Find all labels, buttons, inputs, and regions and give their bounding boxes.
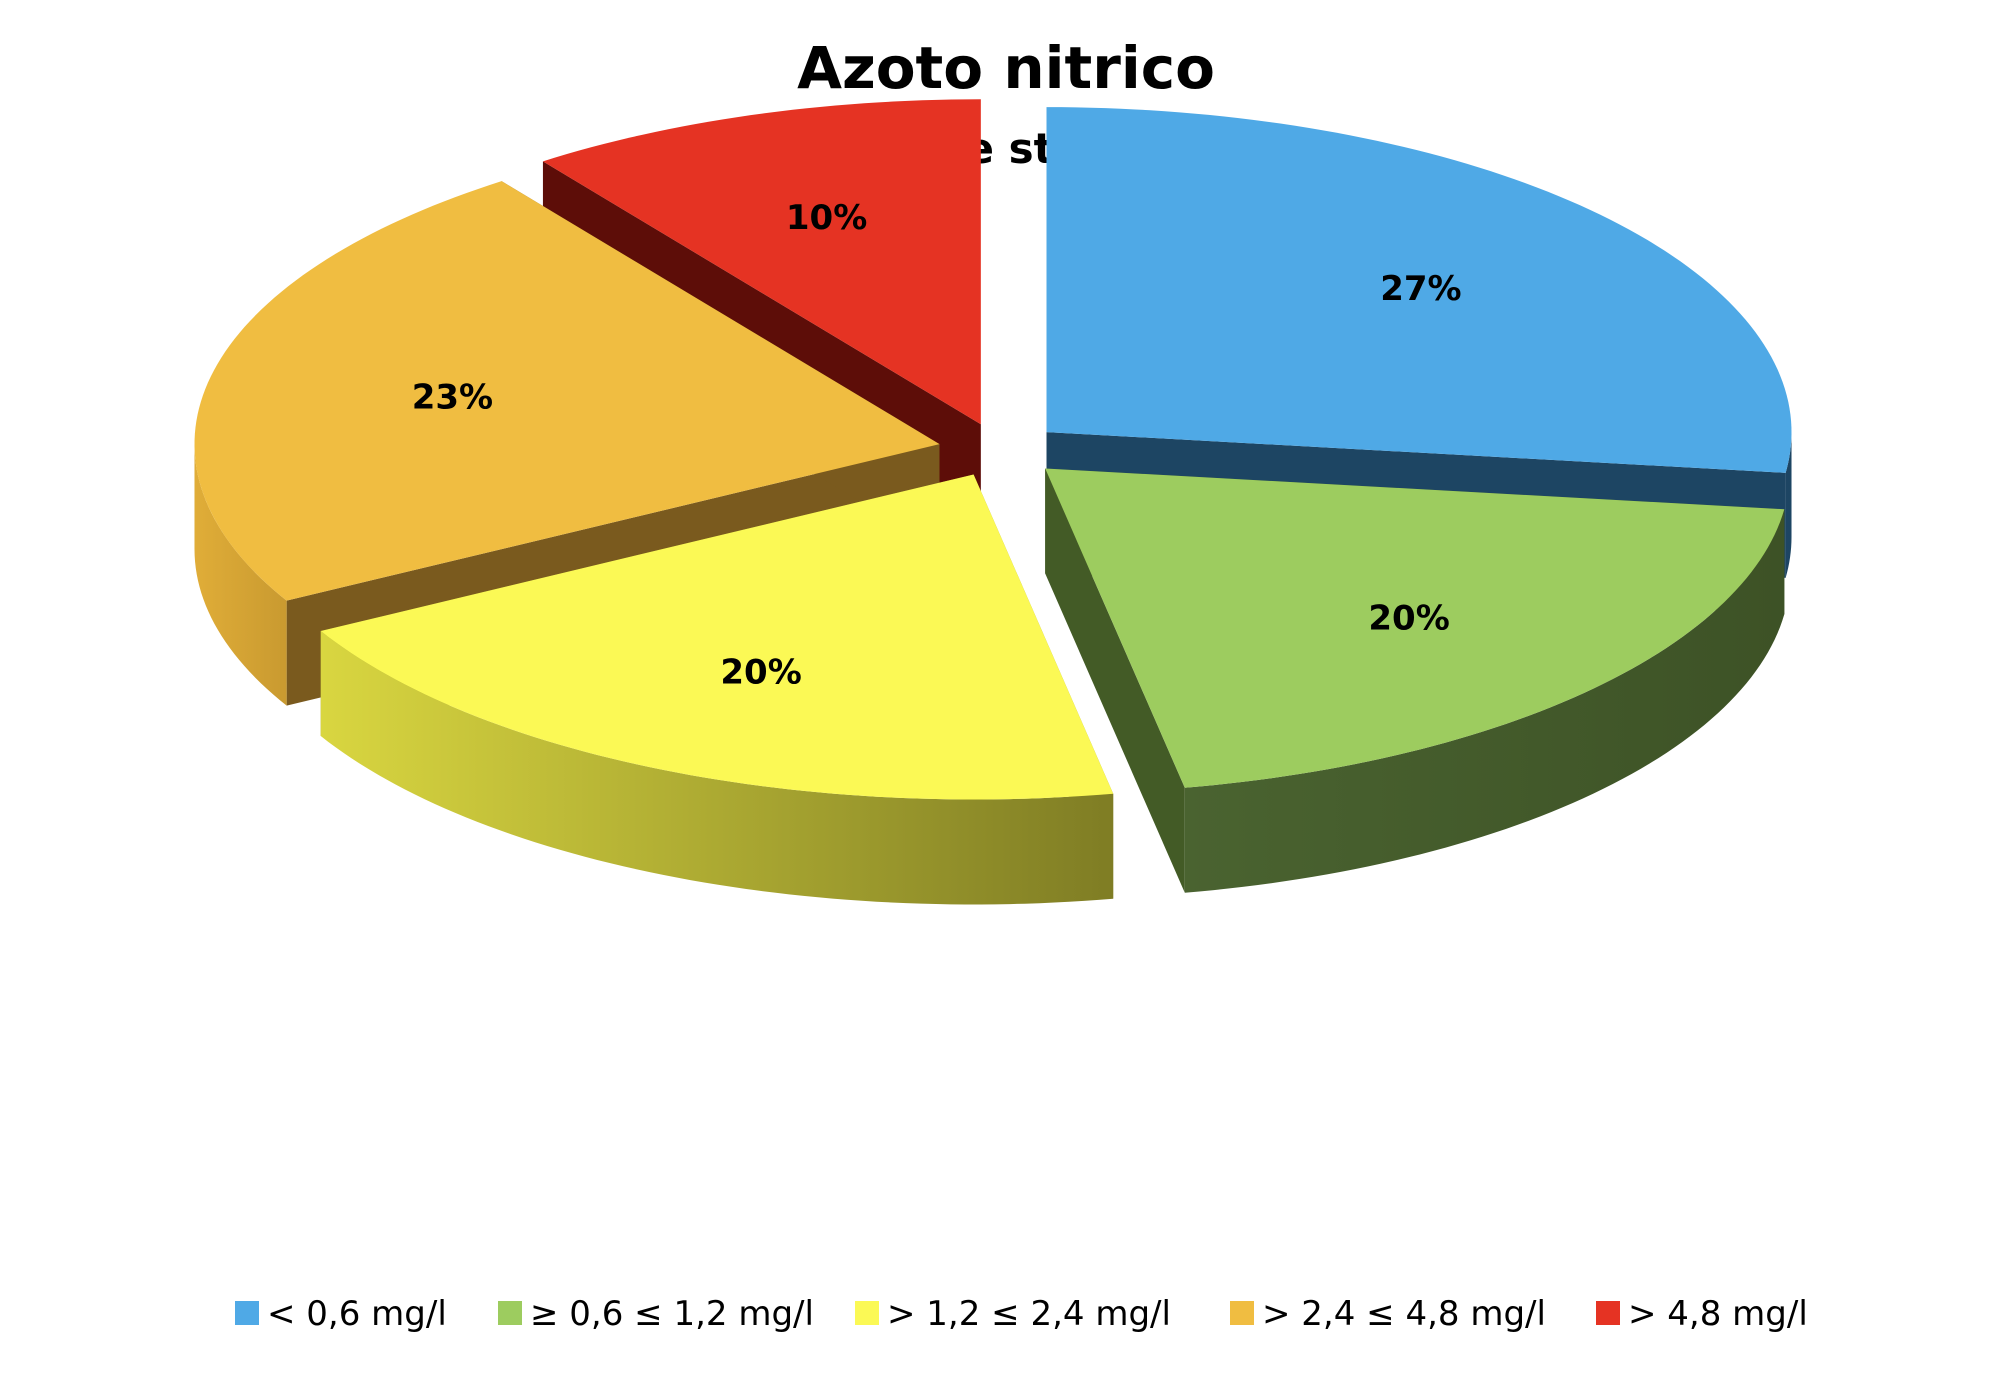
- legend-entry: ≥ 0,6 ≤ 1,2 mg/l: [530, 1294, 814, 1334]
- legend-swatch: [855, 1301, 879, 1325]
- slice-side: [1184, 509, 1785, 893]
- slice-side: [194, 444, 287, 706]
- pie-slice: [320, 474, 1114, 800]
- legend: < 0,6 mg/l ≥ 0,6 ≤ 1,2 mg/l > 1,2 ≤ 2,4 mg…: [235, 1294, 1808, 1334]
- slice-wall: [1045, 468, 1185, 893]
- slice-side: [320, 631, 1114, 905]
- legend-entry: > 2,4 ≤ 4,8 mg/l: [1262, 1294, 1546, 1334]
- chart-title: Azoto nitrico: [797, 34, 1215, 102]
- pie-slices: [194, 99, 1792, 905]
- pie-slice: [542, 99, 981, 425]
- slice-side: [1785, 432, 1792, 578]
- data-label: 20%: [1368, 599, 1449, 639]
- legend-swatch: [235, 1301, 259, 1325]
- legend-entry: > 4,8 mg/l: [1628, 1294, 1808, 1334]
- legend-entry: < 0,6 mg/l: [267, 1294, 447, 1334]
- pie-slice: [1046, 107, 1792, 473]
- pie-slice: [194, 181, 940, 601]
- legend-swatch: [1230, 1301, 1254, 1325]
- legend-swatch: [498, 1301, 522, 1325]
- data-label: 27%: [1380, 269, 1461, 309]
- data-label: 20%: [720, 653, 801, 693]
- pie-slice: [1045, 468, 1785, 788]
- pie-data-labels: 27% 20% 20% 23% 10%: [412, 198, 1462, 692]
- legend-entry: > 1,2 ≤ 2,4 mg/l: [887, 1294, 1171, 1334]
- data-label: 10%: [786, 198, 867, 238]
- legend-swatch: [1596, 1301, 1620, 1325]
- data-label: 23%: [412, 378, 493, 418]
